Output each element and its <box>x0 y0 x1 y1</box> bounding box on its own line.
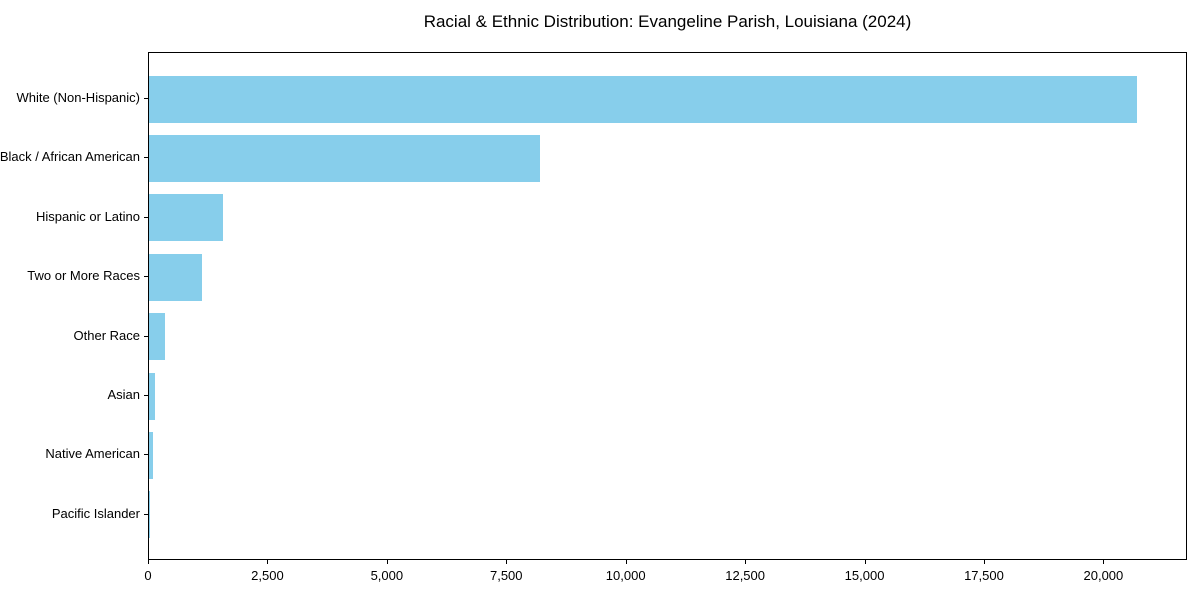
y-tick-label-native-american: Native American <box>45 446 140 462</box>
bar-two-or-more-races <box>149 253 203 301</box>
x-tick-label-7-500: 7,500 <box>489 568 523 583</box>
bar-asian <box>149 372 155 420</box>
x-tick-label-20-000: 20,000 <box>1083 568 1124 583</box>
x-tick-mark <box>267 559 269 564</box>
bar-black-african-american <box>149 134 540 182</box>
x-tick-mark <box>386 559 388 564</box>
x-tick-mark <box>745 559 747 564</box>
y-tick-mark <box>144 98 148 99</box>
x-tick-mark <box>864 559 866 564</box>
y-tick-mark <box>144 335 148 337</box>
y-tick-label-other-race: Other Race <box>73 327 140 343</box>
y-tick-label-hispanic-or-latino: Hispanic or Latino <box>35 208 140 224</box>
y-axis-labels: White (Non-Hispanic) Black / African Amer… <box>0 52 140 560</box>
y-tick-label-pacific-islander: Pacific Islander <box>51 505 140 521</box>
bar-native-american <box>149 431 154 479</box>
bar-other-race <box>149 313 165 361</box>
plot-area <box>148 52 1187 560</box>
x-tick-label-10-000: 10,000 <box>605 568 646 583</box>
y-tick-label-black-african-american: Black / African American <box>0 149 140 165</box>
x-tick-label-2-500: 2,500 <box>251 568 284 583</box>
y-tick-label-asian: Asian <box>107 387 140 402</box>
x-tick-label-17-500: 17,500 <box>964 568 1004 583</box>
x-tick-mark <box>1103 559 1105 564</box>
y-tick-label-two-or-more-races: Two or More Races <box>27 268 140 284</box>
y-tick-mark <box>144 454 148 456</box>
y-tick-label-white-non-hispanic: White (Non-Hispanic) <box>16 90 140 105</box>
x-tick-mark <box>625 559 627 564</box>
x-tick-mark <box>506 559 508 564</box>
y-tick-mark <box>144 395 148 396</box>
x-tick-label-12-500: 12,500 <box>725 568 765 583</box>
x-axis: 0 2,500 5,000 7,500 10,000 12,500 15,000 17,500… <box>0 559 1200 599</box>
x-tick-label-5-000: 5,000 <box>370 568 404 583</box>
y-tick-mark <box>144 157 148 159</box>
bar-hispanic-or-latino <box>149 194 224 242</box>
y-axis-tick-marks <box>144 52 148 560</box>
x-tick-label-0: 0 <box>144 568 152 583</box>
x-tick-mark <box>983 559 985 564</box>
y-tick-mark <box>144 276 148 278</box>
chart-title: Racial & Ethnic Distribution: Evangeline… <box>423 12 912 31</box>
bar-white-non-hispanic <box>149 75 1138 123</box>
x-tick-label-15-000: 15,000 <box>844 568 885 583</box>
x-tick-mark <box>148 559 149 564</box>
y-tick-mark <box>144 513 148 515</box>
y-tick-mark <box>144 216 148 218</box>
